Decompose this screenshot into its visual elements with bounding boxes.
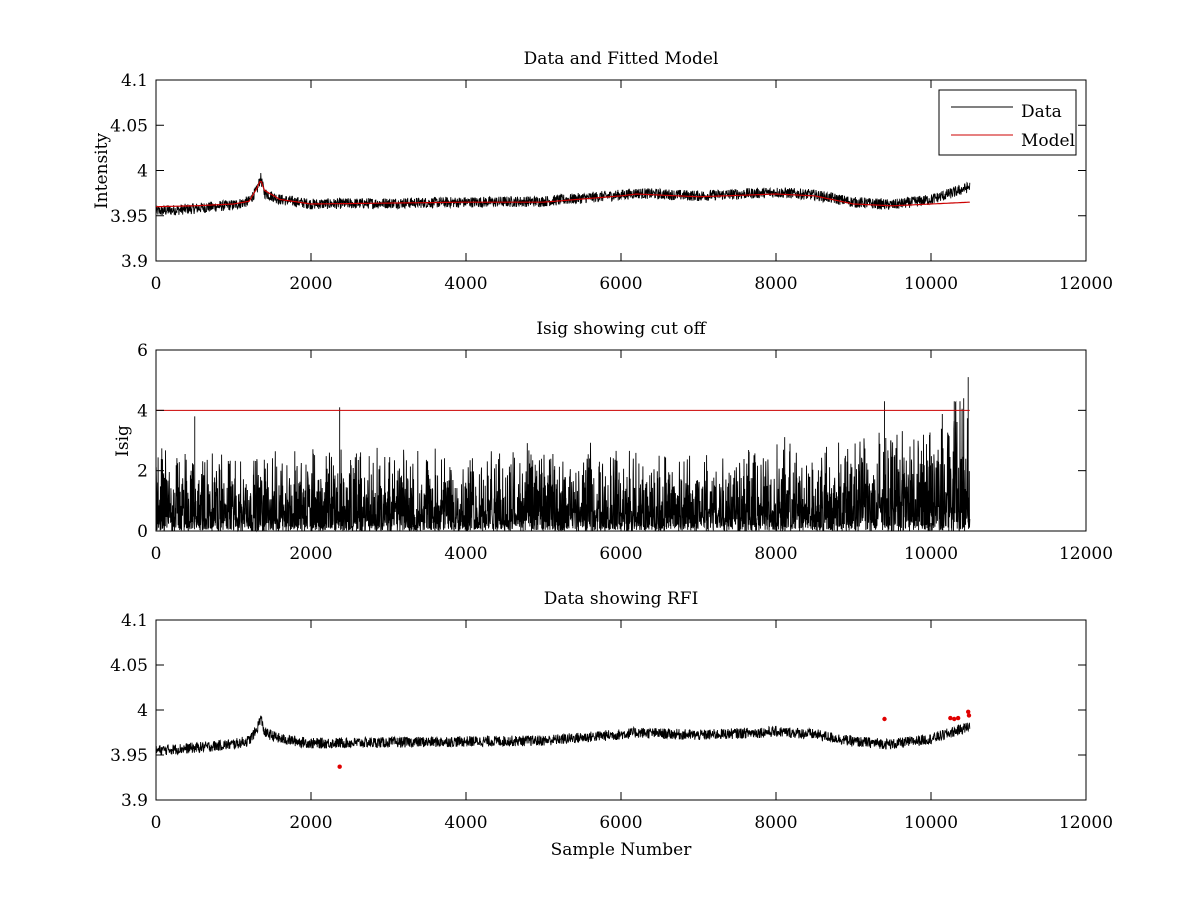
y-tick-label: 4 bbox=[137, 162, 148, 182]
x-tick-label: 8000 bbox=[754, 274, 797, 294]
y-tick-label: 0 bbox=[137, 522, 148, 542]
rfi-point bbox=[948, 715, 953, 721]
x-tick-label: 0 bbox=[151, 813, 162, 833]
x-tick-label: 12000 bbox=[1059, 544, 1113, 564]
y-tick-label: 4 bbox=[137, 701, 148, 721]
isig-trace bbox=[155, 398, 971, 533]
panel-isig-showing-cut-off: Isig showing cut off 0 2000 4000 6000 8000 10… bbox=[113, 319, 1113, 564]
panel-2-ticks: 0 2000 4000 6000 8000 10000 12000 0 2 4 6 bbox=[137, 341, 1113, 564]
x-tick-label: 10000 bbox=[904, 544, 958, 564]
y-tick-label: 3.9 bbox=[121, 791, 148, 811]
y-tick-label: 4.1 bbox=[121, 71, 148, 91]
panel-data-and-fitted-model: Data and Fitted Model 0 2000 4000 6000 8000 1… bbox=[92, 49, 1113, 294]
panel-1-ticks: 0 2000 4000 6000 8000 10000 12000 3.9 3.95 4 4.05 4… bbox=[110, 71, 1113, 294]
x-tick-label: 0 bbox=[151, 274, 162, 294]
y-tick-label: 4.05 bbox=[110, 656, 148, 676]
panel-1-axes bbox=[155, 79, 1087, 262]
panel-2-title: Isig showing cut off bbox=[536, 319, 707, 339]
panel-1-ylabel: Intensity bbox=[92, 133, 112, 209]
rfi-point bbox=[966, 713, 972, 718]
panel-3-series bbox=[155, 709, 972, 769]
panel-1-title: Data and Fitted Model bbox=[524, 49, 719, 69]
y-tick-label: 2 bbox=[137, 462, 148, 482]
x-tick-label: 2000 bbox=[289, 544, 332, 564]
panel-1-series bbox=[155, 172, 971, 216]
x-tick-label: 8000 bbox=[754, 544, 797, 564]
panel-data-showing-rfi: Data showing RFI 0 2000 4000 6000 8000 10000 1… bbox=[110, 589, 1113, 860]
y-tick-label: 3.9 bbox=[121, 252, 148, 272]
x-tick-label: 4000 bbox=[444, 544, 487, 564]
x-tick-label: 0 bbox=[151, 544, 162, 564]
x-tick-label: 10000 bbox=[904, 813, 958, 833]
y-tick-label: 4.1 bbox=[121, 611, 148, 631]
x-tick-label: 6000 bbox=[599, 544, 642, 564]
panel-3-xlabel: Sample Number bbox=[551, 840, 693, 860]
legend-data-label: Data bbox=[1021, 102, 1062, 122]
rfi-point bbox=[952, 716, 957, 722]
x-tick-label: 12000 bbox=[1059, 274, 1113, 294]
y-tick-label: 6 bbox=[137, 341, 148, 361]
panel-3-title: Data showing RFI bbox=[544, 589, 699, 609]
data-trace bbox=[155, 715, 971, 756]
panel-2-ylabel: Isig bbox=[113, 425, 133, 457]
x-tick-label: 4000 bbox=[444, 813, 487, 833]
panel-3-axes bbox=[155, 619, 1087, 801]
y-tick-label: 3.95 bbox=[110, 746, 148, 766]
legend-model-label: Model bbox=[1021, 131, 1075, 151]
rfi-point bbox=[966, 709, 971, 714]
rfi-point bbox=[337, 764, 342, 769]
rfi-point bbox=[882, 716, 887, 722]
x-tick-label: 2000 bbox=[289, 813, 332, 833]
legend-box bbox=[938, 89, 1077, 156]
x-tick-label: 2000 bbox=[289, 274, 332, 294]
x-tick-label: 4000 bbox=[444, 274, 487, 294]
x-tick-label: 12000 bbox=[1059, 813, 1113, 833]
y-tick-label: 3.95 bbox=[110, 207, 148, 227]
x-tick-label: 10000 bbox=[904, 274, 958, 294]
panel-2-series bbox=[155, 377, 971, 533]
y-tick-label: 4 bbox=[137, 401, 148, 421]
x-tick-label: 8000 bbox=[754, 813, 797, 833]
model-line bbox=[156, 180, 970, 208]
panel-1-legend: Data Model bbox=[938, 89, 1077, 156]
x-tick-label: 6000 bbox=[599, 274, 642, 294]
y-tick-label: 4.05 bbox=[110, 116, 148, 136]
panel-3-ticks: 0 2000 4000 6000 8000 10000 12000 3.9 3.95 4 4.05 4… bbox=[110, 611, 1113, 833]
rfi-point bbox=[955, 715, 961, 721]
x-tick-label: 6000 bbox=[599, 813, 642, 833]
